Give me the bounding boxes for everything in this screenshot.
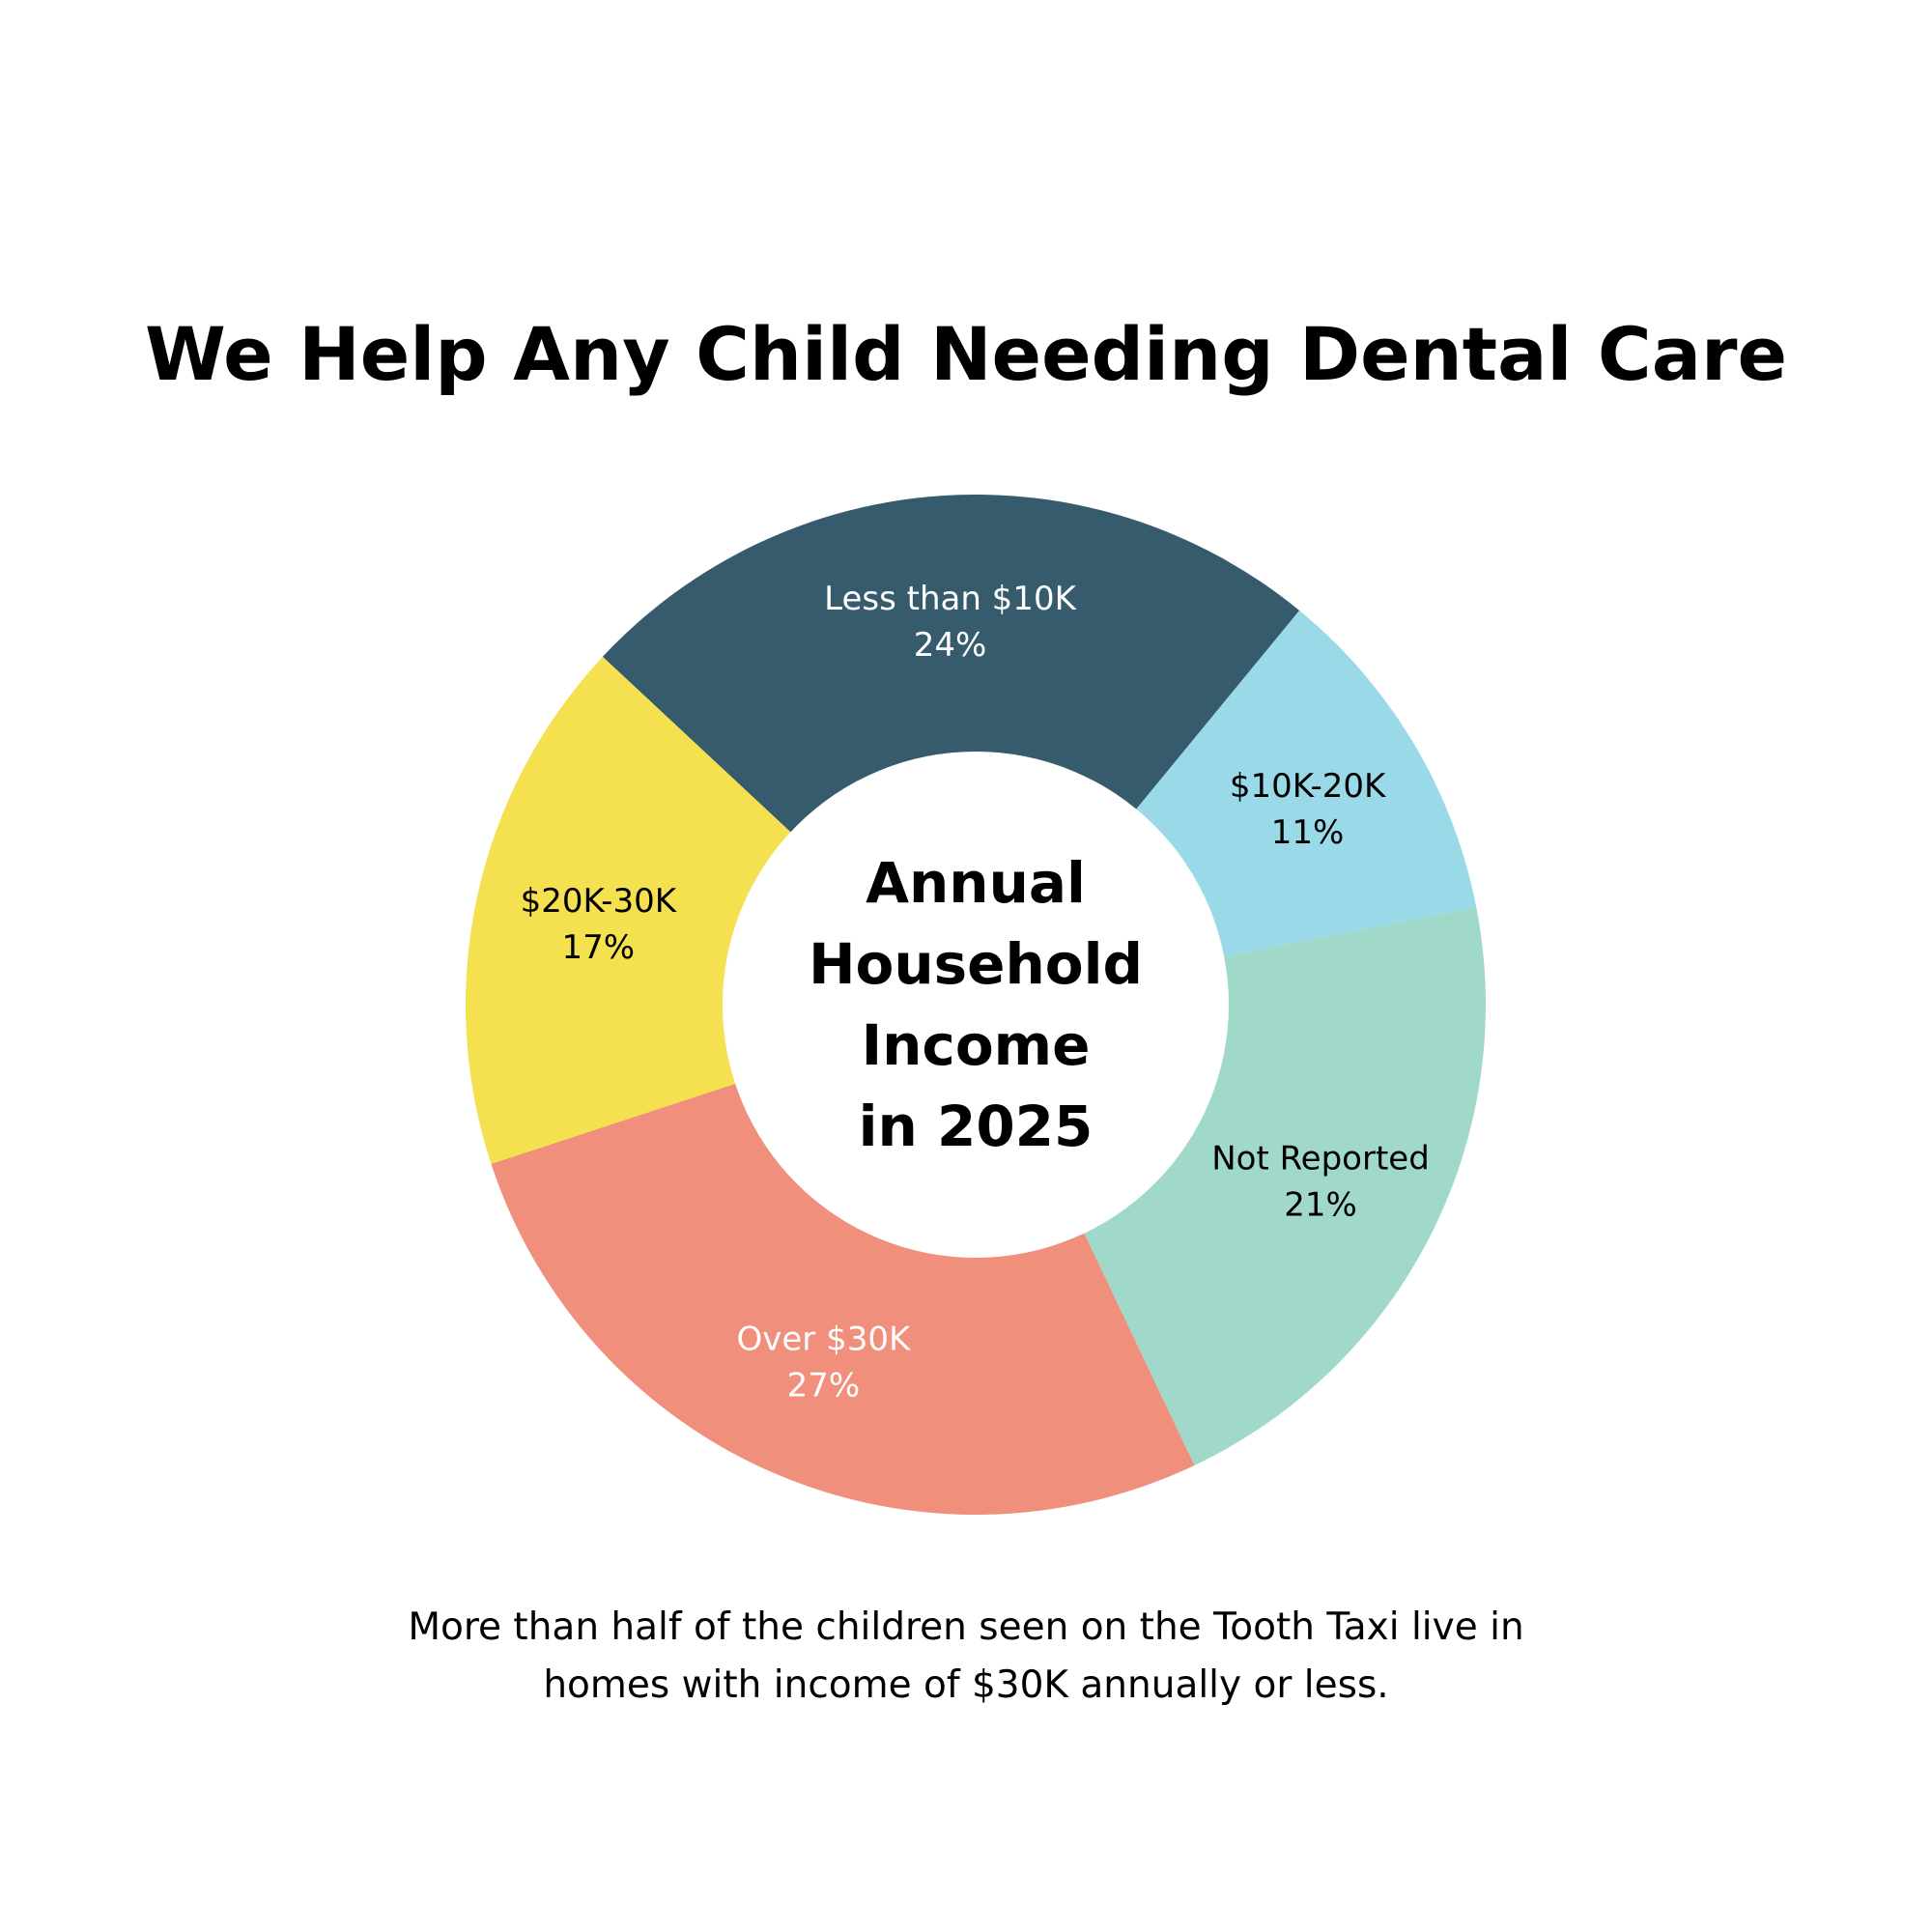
center-label-line-3: Income <box>862 1012 1091 1078</box>
caption-line-2: homes with income of $30K annually or le… <box>543 1663 1389 1707</box>
chart-caption: More than half of the children seen on t… <box>242 1599 1690 1715</box>
slice-label-3: Over $30K <box>737 1321 912 1359</box>
slice-value-2: 21% <box>1284 1185 1357 1224</box>
center-label-line-2: Household <box>809 931 1143 997</box>
donut-hole <box>723 752 1229 1258</box>
chart-title: We Help Any Child Needing Dental Care <box>144 311 1788 397</box>
slice-value-4: 17% <box>562 928 636 967</box>
center-label-line-1: Annual <box>866 850 1086 916</box>
slice-value-1: 11% <box>1271 813 1345 852</box>
slice-0 <box>602 495 1300 1005</box>
center-label-line-4: in 2025 <box>859 1094 1094 1159</box>
slice-label-2: Not Reported <box>1211 1139 1430 1178</box>
center-label: Annual Household Income in 2025 <box>809 850 1143 1159</box>
caption-line-1: More than half of the children seen on t… <box>408 1605 1524 1649</box>
slice-label-1: $10K-20K <box>1230 767 1387 806</box>
slice-value-3: 27% <box>787 1367 861 1406</box>
slice-label-4: $20K-30K <box>521 882 678 921</box>
slice-label-0: Less than $10K <box>824 580 1077 618</box>
slice-value-0: 24% <box>914 626 987 665</box>
slice-labels: Less than $10K 24% $10K-20K 11% Not Reported… <box>521 580 1430 1406</box>
donut-slices <box>465 495 1487 1516</box>
